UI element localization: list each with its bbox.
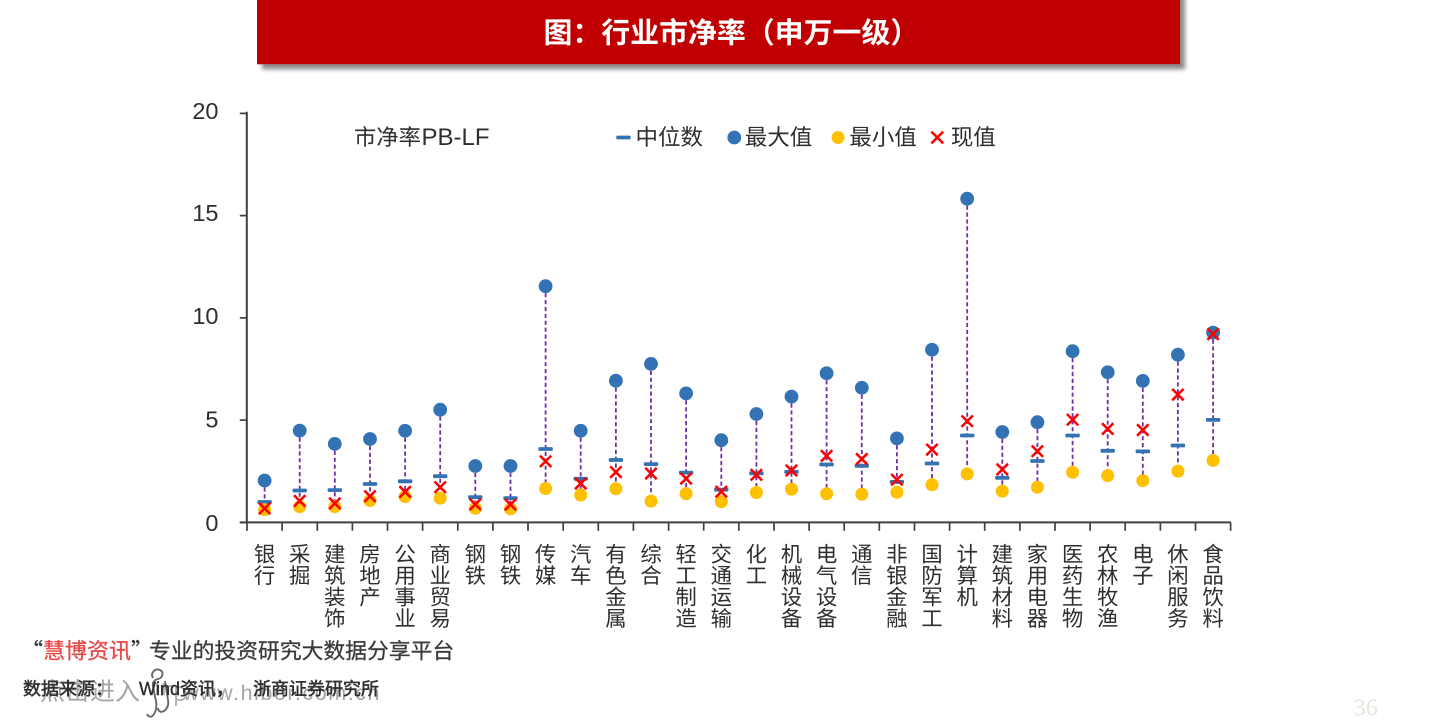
svg-text:PB-LF: PB-LF [422, 124, 490, 151]
svg-text:10: 10 [192, 303, 218, 329]
svg-text:20: 20 [192, 98, 218, 124]
svg-text:5: 5 [205, 407, 218, 433]
svg-text:15: 15 [192, 200, 218, 226]
svg-text:0: 0 [205, 510, 218, 536]
svg-text:36: 36 [1354, 695, 1379, 721]
svg-text:Wind: Wind [139, 679, 180, 699]
